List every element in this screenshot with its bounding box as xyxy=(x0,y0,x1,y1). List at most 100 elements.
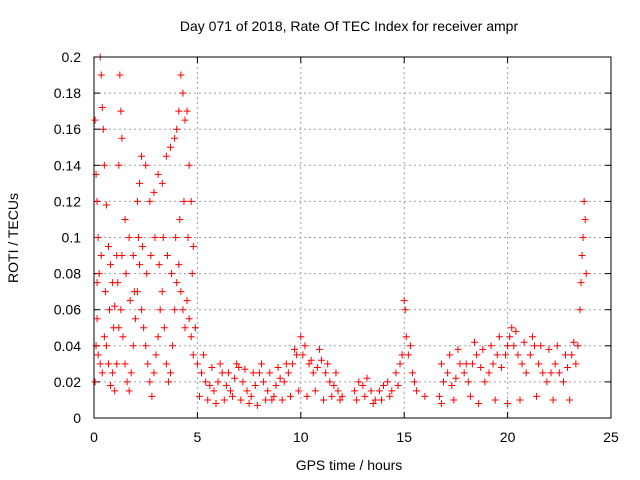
data-point-marker xyxy=(258,360,266,368)
data-point-marker xyxy=(518,360,526,368)
data-point-marker xyxy=(167,369,175,377)
data-point-marker xyxy=(142,342,150,350)
data-point-marker xyxy=(91,116,99,124)
data-point-marker xyxy=(97,71,105,79)
data-point-marker xyxy=(100,161,108,169)
data-point-marker xyxy=(134,234,142,241)
data-point-marker xyxy=(510,342,518,350)
data-point-marker xyxy=(126,297,134,305)
data-point-marker xyxy=(473,351,481,359)
data-point-marker xyxy=(400,297,408,305)
data-point-marker xyxy=(305,360,313,368)
data-point-marker xyxy=(568,351,576,359)
data-point-marker xyxy=(338,392,346,400)
data-point-marker xyxy=(289,360,297,368)
data-point-marker xyxy=(167,143,175,151)
data-point-marker xyxy=(198,369,206,377)
data-point-marker xyxy=(448,382,456,390)
y-tick-label: 0.12 xyxy=(54,193,81,209)
data-point-marker xyxy=(512,327,520,335)
data-point-marker xyxy=(173,125,181,133)
data-point-marker xyxy=(184,234,192,241)
data-point-marker xyxy=(253,401,261,409)
data-point-marker xyxy=(384,378,392,386)
data-point-marker xyxy=(317,356,325,364)
data-point-marker xyxy=(260,378,268,386)
data-point-marker xyxy=(116,71,124,79)
data-point-marker xyxy=(371,396,379,404)
data-point-marker xyxy=(114,279,122,287)
data-point-marker xyxy=(193,360,201,368)
data-point-marker xyxy=(191,324,199,332)
data-point-marker xyxy=(421,392,429,400)
data-point-marker xyxy=(468,360,476,368)
data-point-marker xyxy=(514,351,522,359)
data-point-marker xyxy=(138,152,146,160)
data-point-marker xyxy=(495,333,503,341)
data-point-marker xyxy=(183,297,191,305)
data-point-marker xyxy=(185,161,193,169)
data-point-marker xyxy=(97,252,105,260)
data-point-marker xyxy=(179,89,187,97)
data-point-marker xyxy=(545,345,553,353)
data-point-marker xyxy=(530,342,538,350)
data-point-marker xyxy=(111,387,119,395)
data-point-marker xyxy=(146,378,154,386)
data-point-marker xyxy=(239,378,247,386)
x-tick-label: 20 xyxy=(500,429,516,445)
data-point-marker xyxy=(326,378,334,386)
data-point-marker xyxy=(464,378,472,386)
data-point-marker xyxy=(485,369,493,377)
data-point-marker xyxy=(181,324,189,332)
data-point-marker xyxy=(386,392,394,400)
data-point-marker xyxy=(110,324,118,332)
data-point-marker xyxy=(392,369,400,377)
data-point-marker xyxy=(477,363,485,371)
data-point-marker xyxy=(243,387,251,395)
data-point-marker xyxy=(574,342,582,350)
y-tick-label: 0.08 xyxy=(54,266,81,282)
data-point-marker xyxy=(210,387,218,395)
data-point-marker xyxy=(549,396,557,404)
data-point-marker xyxy=(506,333,514,341)
data-point-marker xyxy=(303,392,311,400)
data-point-marker xyxy=(262,396,270,404)
data-point-marker xyxy=(200,351,208,359)
y-axis-label: ROTI / TECUs xyxy=(5,193,21,283)
data-point-marker xyxy=(276,374,284,382)
data-point-marker xyxy=(181,116,189,124)
data-point-marker xyxy=(504,400,512,408)
data-point-marker xyxy=(247,392,255,400)
data-point-marker xyxy=(206,382,214,390)
data-point-marker xyxy=(268,396,276,404)
data-point-marker xyxy=(138,306,146,314)
data-point-marker xyxy=(94,234,102,241)
data-point-marker xyxy=(413,387,421,395)
data-point-marker xyxy=(404,351,412,359)
data-point-marker xyxy=(402,333,410,341)
data-point-marker xyxy=(535,360,543,368)
data-point-marker xyxy=(460,369,468,377)
data-point-marker xyxy=(564,363,572,371)
y-tick-label: 0.04 xyxy=(54,338,81,354)
data-point-marker xyxy=(229,392,237,400)
data-point-marker xyxy=(109,369,117,377)
data-point-marker xyxy=(185,315,193,323)
data-point-marker xyxy=(118,252,126,260)
data-point-marker xyxy=(152,351,160,359)
data-point-marker xyxy=(576,306,584,314)
data-point-marker xyxy=(173,279,181,287)
data-point-marker xyxy=(367,387,375,395)
data-point-marker xyxy=(491,396,499,404)
data-point-marker xyxy=(249,369,257,377)
y-tick-label: 0.1 xyxy=(62,230,82,246)
data-point-marker xyxy=(180,197,188,205)
data-point-marker xyxy=(363,374,371,382)
data-point-marker xyxy=(155,261,163,269)
data-point-marker xyxy=(177,71,185,79)
data-point-marker xyxy=(164,378,172,386)
data-point-marker xyxy=(502,351,510,359)
data-point-marker xyxy=(280,378,288,386)
data-point-marker xyxy=(245,400,253,408)
data-point-marker xyxy=(226,387,234,395)
